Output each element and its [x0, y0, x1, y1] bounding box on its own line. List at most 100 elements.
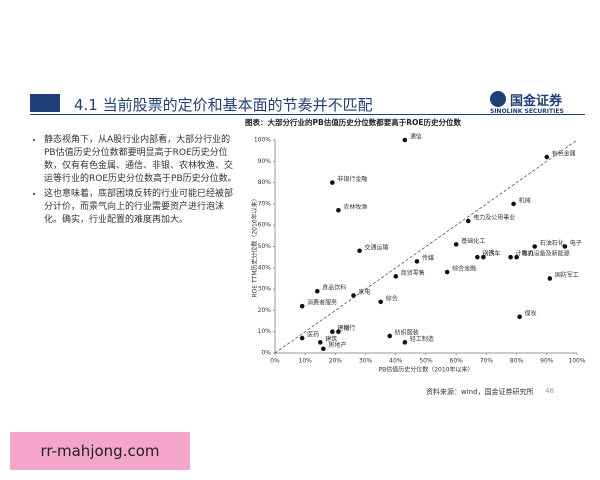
- point-label: 有色金属: [552, 150, 576, 158]
- point-label: 机械: [519, 196, 531, 204]
- point-label: 综合: [386, 294, 398, 302]
- point-label: 石油石化: [540, 239, 564, 247]
- y-tick-label: 70%: [258, 200, 272, 207]
- source: 资料来源：wind，国金证券研究所: [426, 388, 534, 396]
- slide-title: 4.1 当前股票的定价和基本面的节奏并不匹配: [74, 96, 373, 114]
- point-label: 电力设备及新能源: [522, 250, 570, 258]
- point-label: 传媒: [422, 254, 434, 262]
- point: [444, 269, 450, 275]
- header-line: [30, 114, 585, 115]
- point: [402, 137, 408, 143]
- y-tick-label: 40%: [258, 264, 272, 271]
- point: [517, 314, 522, 320]
- point-label: 电力及公用事业: [473, 213, 515, 221]
- point: [314, 288, 320, 294]
- point: [414, 259, 420, 264]
- point-label: 商贸零售: [401, 269, 425, 277]
- point-label: 家电: [359, 288, 371, 296]
- point: [321, 346, 326, 352]
- point: [351, 293, 356, 298]
- point-label: 煤炭: [525, 309, 537, 317]
- logo-icon: [490, 91, 506, 107]
- point: [299, 303, 305, 309]
- header-bar: [30, 94, 60, 112]
- bullet-list: 静态视角下，从A股行业内部看，大部分行业的PB估值历史分位数都要明显高于ROE历…: [34, 134, 238, 229]
- point: [318, 340, 323, 345]
- point-label: 电子: [570, 239, 582, 247]
- point-label: 国防军工: [555, 271, 579, 279]
- point-label: 农林牧渔: [343, 203, 367, 211]
- x-tick-label: 30%: [359, 358, 373, 365]
- point-label: 食品饮料: [322, 284, 346, 292]
- x-tick-label: 80%: [510, 358, 524, 365]
- point: [511, 201, 516, 207]
- y-tick-label: 30%: [258, 286, 272, 293]
- point-label: 非银行金融: [337, 175, 367, 183]
- x-axis-label: PB估值历史分位数（2010年以来）: [378, 366, 473, 374]
- y-tick-label: 0%: [261, 350, 271, 357]
- logo-text: 国金证券: [510, 94, 563, 109]
- point: [481, 254, 486, 260]
- reference-diagonal: [274, 139, 578, 354]
- point: [562, 244, 568, 249]
- point-label: 消费者服务: [307, 299, 337, 307]
- point-label: 医药: [307, 331, 319, 339]
- point-label: 纺织服装: [395, 328, 419, 336]
- point: [336, 329, 341, 335]
- y-tick-label: 90%: [258, 158, 272, 165]
- point-label: 银行: [343, 324, 355, 332]
- point: [387, 333, 393, 339]
- point: [547, 276, 553, 281]
- point: [465, 218, 471, 224]
- chart-title: 图表：大部分行业的PB估值历史分位数都要高于ROE历史分位数: [245, 117, 461, 127]
- point: [544, 154, 550, 160]
- y-tick-label: 50%: [258, 243, 272, 250]
- point: [508, 254, 513, 260]
- y-tick-label: 60%: [258, 222, 272, 229]
- point: [330, 180, 335, 185]
- point: [475, 254, 480, 260]
- y-tick-label: 20%: [258, 307, 272, 314]
- y-tick-label: 10%: [258, 328, 272, 335]
- point-label: 基础化工: [461, 237, 485, 245]
- point: [402, 340, 408, 345]
- x-tick-label: 70%: [480, 358, 494, 365]
- point: [330, 329, 335, 335]
- point-label: 房地产: [328, 341, 346, 349]
- point: [299, 335, 305, 341]
- point: [514, 254, 519, 260]
- chart: 图表：大部分行业的PB估值历史分位数都要高于ROE历史分位数 0% 10% 20% 3…: [245, 117, 586, 374]
- point-label: 计算机: [516, 250, 534, 258]
- point: [532, 244, 538, 249]
- point-label: 综合金融: [452, 265, 476, 273]
- point: [393, 274, 399, 279]
- x-tick-label: 90%: [540, 358, 554, 365]
- x-tick-label: 10%: [299, 358, 313, 365]
- point-label: 通信: [410, 133, 422, 141]
- x-tick-label: 100%: [568, 358, 585, 365]
- point: [336, 207, 341, 213]
- x-tick-label: 40%: [389, 358, 403, 365]
- point-label: 钢铁: [482, 250, 494, 258]
- y-axis-label: ROE TTM历史分位数（2010年以来）: [251, 195, 259, 297]
- point-label: 建筑: [325, 335, 337, 343]
- y-tick-label: 100%: [254, 137, 271, 144]
- point: [453, 242, 459, 247]
- point: [357, 248, 362, 254]
- x-tick-label: 20%: [329, 358, 343, 365]
- x-tick-label: 50%: [419, 358, 433, 365]
- point-label: 汽车: [488, 250, 500, 258]
- logo-subtext: SINOLINK SECURITIES: [490, 108, 564, 115]
- page-number: 46: [545, 387, 554, 395]
- y-tick-label: 80%: [258, 179, 272, 186]
- point-label: 建材: [337, 324, 349, 332]
- point: [378, 299, 384, 305]
- point-label: 交通运输: [365, 243, 389, 251]
- bullet: 这也意味着，底部困境反转的行业可能已经被部分计价，而景气向上的行业需要资产进行泡…: [44, 188, 238, 227]
- bullet: 静态视角下，从A股行业内部看，大部分行业的PB估值历史分位数都要明显高于ROE历…: [44, 134, 238, 186]
- x-tick-label: 0%: [270, 358, 280, 365]
- x-tick-label: 60%: [450, 358, 464, 365]
- point-label: 轻工制造: [410, 335, 434, 343]
- watermark: rr-mahjong.com: [10, 432, 190, 470]
